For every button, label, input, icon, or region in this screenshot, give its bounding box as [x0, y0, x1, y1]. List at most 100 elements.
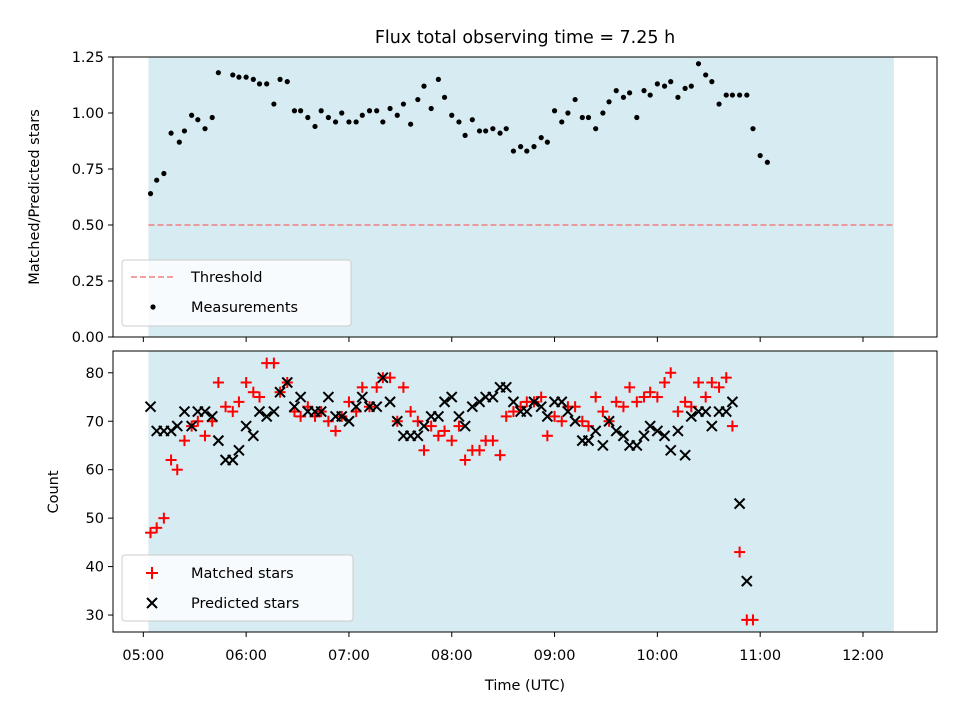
matched-star-point: [672, 406, 684, 418]
measurement-point: [565, 110, 571, 116]
predicted-star-point: [589, 425, 602, 437]
predicted-star-point: [370, 401, 383, 413]
measurement-point: [503, 126, 509, 132]
count-legend-box: [121, 554, 354, 622]
predicted-star-point: [500, 381, 512, 394]
matched-star-point: [425, 420, 437, 432]
matched-star-point: [665, 367, 677, 379]
time-x-axis: 05:00 06:00 07:00 08:00 09:00 10:00 11:00 12:00: [122, 632, 884, 664]
measurement-point: [744, 92, 750, 98]
measurement-point: [312, 123, 318, 130]
predicted-star-point: [322, 391, 335, 403]
measurement-point: [346, 119, 352, 125]
measurement-point: [230, 72, 236, 78]
measurement-point: [709, 79, 715, 85]
ratio-ytick-label: 1.25: [72, 50, 104, 66]
time-xtick-label: 10:00: [636, 648, 678, 664]
measurement-point: [518, 144, 524, 150]
measurement-point: [243, 74, 249, 80]
measurement-point: [497, 130, 503, 136]
predicted-star-point: [294, 391, 307, 403]
time-xtick-label: 12:00: [842, 648, 884, 664]
ratio-legend: Threshold Measurements: [121, 259, 352, 327]
ratio-ytick-label: 0.00: [72, 330, 104, 346]
matched-star-point: [487, 435, 499, 447]
predicted-star-point: [597, 439, 609, 452]
matched-star-point: [507, 406, 519, 418]
matched-star-point: [610, 396, 622, 408]
matched-star-point: [474, 444, 486, 456]
measurement-point: [236, 74, 242, 80]
legend-predicted-label: Predicted stars: [191, 596, 299, 612]
predicted-star-point: [603, 415, 615, 427]
time-x-axis-label: Time (UTC): [484, 678, 565, 694]
ratio-ytick-label: 0.75: [72, 162, 104, 178]
measurement-point: [202, 126, 208, 132]
measurement-point: [729, 92, 736, 98]
matched-star-point: [556, 415, 568, 427]
count-legend: Matched stars Predicted stars: [121, 554, 354, 622]
predicted-star-point: [459, 420, 471, 432]
measurement-point: [394, 112, 400, 118]
measurement-point: [387, 105, 393, 112]
matched-star-point: [178, 435, 190, 447]
measurement-point: [366, 108, 373, 114]
chart-title: Flux total observing time = 7.25 h: [375, 28, 675, 48]
predicted-stars-series: [144, 371, 753, 587]
matched-star-point: [679, 396, 691, 408]
predicted-star-point: [171, 420, 183, 432]
matched-star-point: [453, 420, 465, 432]
matched-star-point: [384, 372, 396, 384]
measurement-point: [277, 76, 283, 82]
predicted-star-point: [391, 415, 403, 427]
predicted-star-point: [281, 376, 293, 389]
measurement-point: [606, 99, 612, 105]
predicted-star-point: [212, 434, 225, 447]
matched-star-point: [494, 449, 506, 461]
measurement-point: [750, 126, 756, 132]
measurement-point: [154, 177, 160, 183]
predicted-star-point: [247, 430, 260, 442]
measurement-point: [421, 83, 427, 89]
measurement-point: [318, 108, 324, 114]
measurement-point: [147, 191, 154, 197]
matched-star-point: [624, 381, 636, 393]
matched-star-point: [700, 391, 712, 403]
predicted-star-point: [617, 430, 630, 442]
measurement-point: [408, 121, 414, 127]
measurement-point: [675, 94, 681, 100]
measurement-point: [668, 79, 674, 85]
predicted-star-point: [466, 401, 479, 413]
measurement-point: [456, 119, 462, 125]
ratio-ytick-label: 0.25: [72, 274, 104, 290]
measurement-point: [641, 88, 647, 94]
matched-star-point: [151, 522, 163, 534]
predicted-star-point: [638, 430, 650, 442]
matched-star-point: [356, 381, 368, 393]
matched-star-point: [397, 381, 409, 393]
predicted-star-point: [438, 396, 451, 408]
matched-star-point: [446, 435, 458, 447]
measurement-point: [264, 81, 270, 87]
matched-star-point: [418, 444, 430, 456]
predicted-star-point: [528, 396, 540, 408]
measurement-point: [332, 119, 339, 125]
matched-star-point: [706, 376, 718, 388]
count-y-axis: 30 40 50 60 70 80: [86, 366, 113, 624]
predicted-star-point: [610, 425, 622, 437]
predicted-star-point: [336, 410, 348, 423]
predicted-star-point: [446, 391, 458, 403]
measurement-point: [716, 101, 722, 107]
ratio-ytick-label: 0.50: [72, 218, 104, 234]
measurement-point: [551, 108, 558, 114]
count-y-axis-label: Count: [46, 470, 62, 513]
matched-star-point: [171, 464, 183, 476]
matched-star-point: [590, 391, 602, 403]
predicted-star-point: [418, 420, 430, 432]
measurement-point: [359, 112, 365, 118]
matched-star-point: [212, 376, 224, 388]
matched-star-point: [405, 406, 417, 418]
matched-star-point: [158, 512, 170, 524]
predicted-star-point: [651, 425, 664, 437]
matched-star-point: [541, 430, 553, 442]
